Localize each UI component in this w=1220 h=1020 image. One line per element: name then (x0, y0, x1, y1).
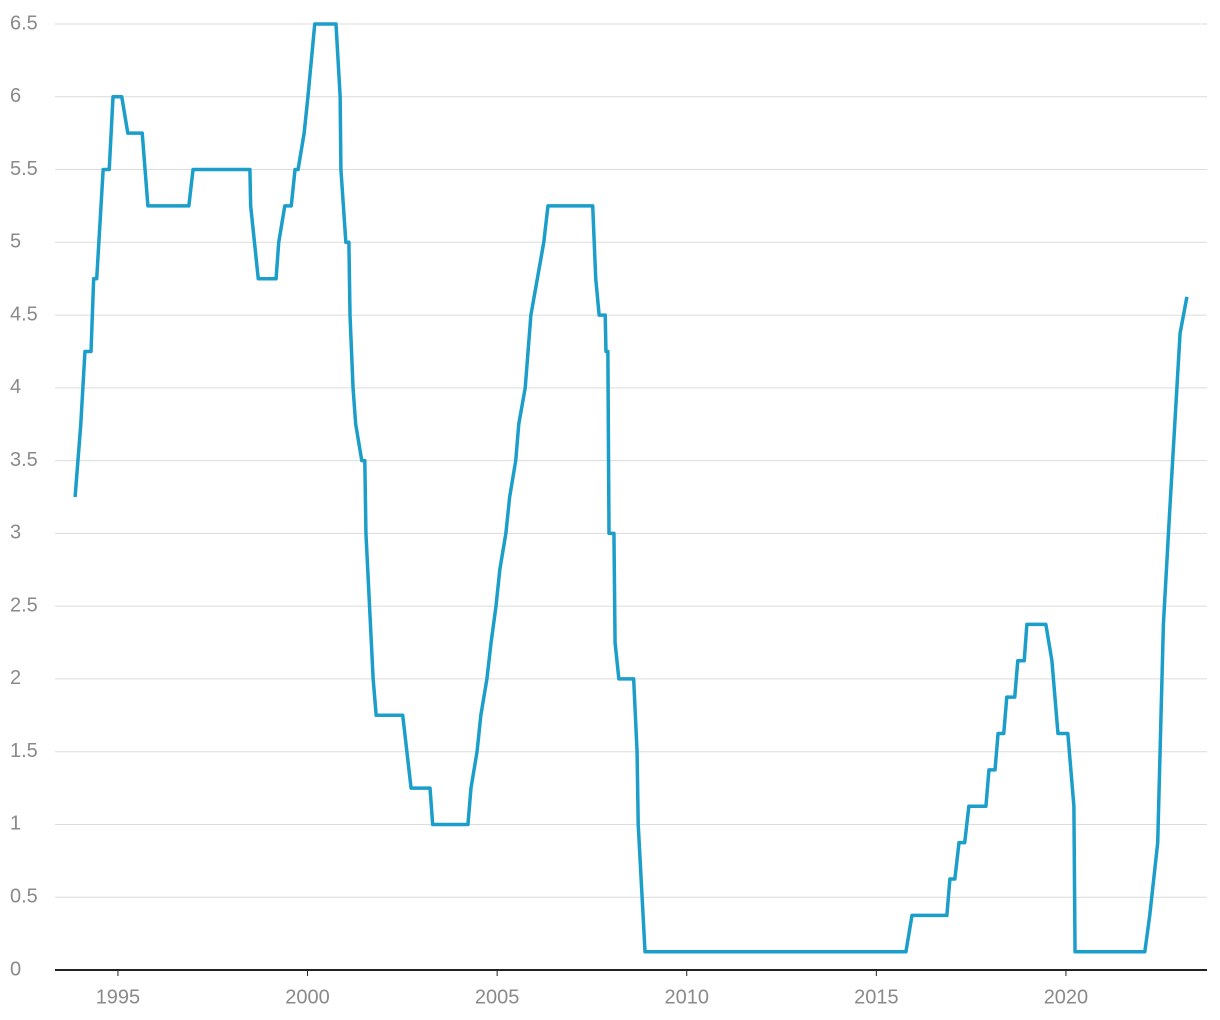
y-tick-label: 3.5 (10, 449, 38, 471)
y-tick-label: 0 (10, 958, 21, 980)
y-tick-label: 5 (10, 231, 21, 253)
x-tick-label: 2010 (664, 986, 709, 1008)
y-tick-label: 1 (10, 813, 21, 835)
y-tick-label: 3 (10, 522, 21, 544)
y-tick-label: 0.5 (10, 886, 38, 908)
y-tick-label: 2 (10, 667, 21, 689)
x-tick-label: 2015 (854, 986, 899, 1008)
x-tick-label: 2020 (1044, 986, 1089, 1008)
y-tick-label: 2.5 (10, 594, 38, 616)
y-tick-label: 1.5 (10, 740, 38, 762)
data-line (73, 22, 1189, 954)
x-tick-label: 2005 (475, 986, 520, 1008)
y-tick-label: 4.5 (10, 303, 38, 325)
x-tick-label: 1995 (96, 986, 141, 1008)
y-tick-label: 4 (10, 376, 21, 398)
y-tick-label: 5.5 (10, 158, 38, 180)
y-tick-label: 6.5 (10, 12, 38, 34)
y-tick-label: 6 (10, 85, 21, 107)
x-tick-label: 2000 (285, 986, 330, 1008)
